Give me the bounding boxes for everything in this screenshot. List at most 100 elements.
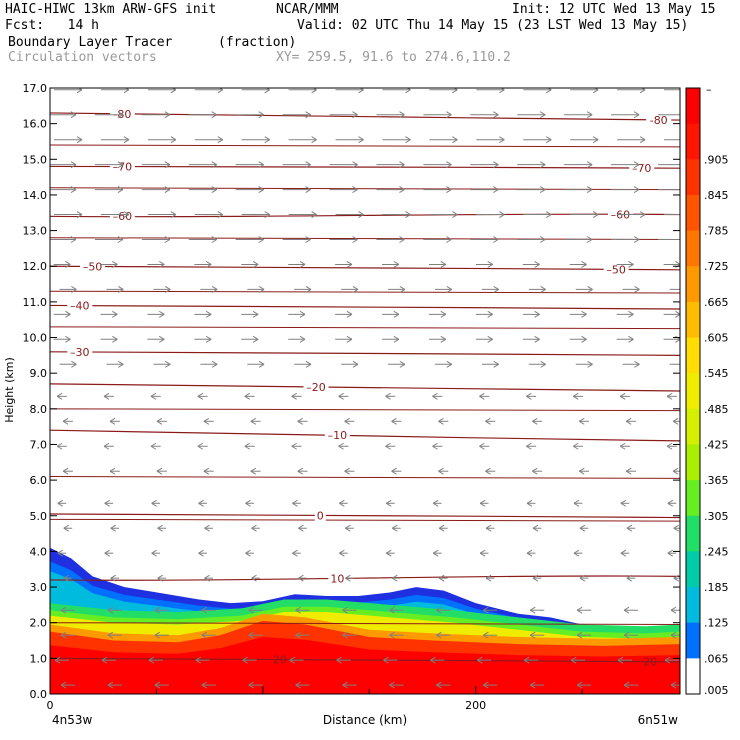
wind-vector (110, 574, 120, 582)
wind-vector (391, 467, 402, 475)
wind-vector (344, 417, 355, 425)
wind-vector (292, 549, 301, 557)
wind-vector (107, 606, 122, 614)
wind-vector (100, 211, 130, 218)
wind-vector (619, 392, 630, 400)
colorbar-swatch (686, 515, 700, 552)
wind-vector (376, 236, 405, 243)
wind-vector (477, 656, 492, 664)
contour-line (50, 513, 680, 519)
wind-vector (157, 574, 167, 582)
wind-vector (107, 631, 122, 639)
contour-line (50, 144, 680, 148)
wind-vector (579, 524, 589, 532)
temperature-contours: -80 -80–70 –70–60 –60–50 –50–40–30–20–100102… (50, 107, 680, 669)
wind-vector (528, 285, 546, 293)
wind-vector (147, 335, 165, 343)
wind-vector (201, 681, 216, 689)
wind-vector (106, 285, 124, 293)
wind-vector (617, 136, 646, 144)
axes: 0.0 1.0 2.0 3.0 4.0 5.0 6.0 7.0 8.0 9.0 10.0 11.0 12… (23, 82, 681, 712)
colorbar-label: .665 (704, 296, 729, 309)
wind-vector (438, 574, 448, 582)
wind-vector (150, 442, 161, 450)
wind-vector (338, 442, 349, 450)
wind-vector (470, 186, 499, 194)
wind-vector (622, 360, 640, 368)
wind-vector (100, 335, 118, 343)
wind-vector (141, 161, 171, 169)
valid-time: Valid: 02 UTC Thu 14 May 15 (23 LST Wed … (297, 18, 689, 33)
contour-line (50, 351, 680, 356)
wind-vector (423, 236, 452, 243)
wind-vector (532, 467, 543, 475)
wind-vector (54, 136, 83, 144)
wind-vector (201, 631, 216, 639)
x-endpoint-right: 6n51w (638, 713, 679, 727)
wind-vector (188, 236, 218, 243)
wind-vector (483, 606, 498, 614)
wind-vector (663, 310, 680, 318)
wind-vector (475, 310, 493, 318)
contour-line (50, 518, 680, 522)
wind-vector (620, 499, 630, 507)
wind-vector (481, 360, 499, 368)
wind-vector (62, 417, 73, 425)
wind-vector (626, 524, 636, 532)
colorbar-swatch (686, 194, 700, 232)
wind-vector (295, 606, 310, 614)
wind-vector (104, 549, 114, 557)
wind-vector (392, 574, 401, 582)
wind-vector (54, 211, 83, 218)
wind-vector (198, 549, 207, 557)
wind-vector (573, 549, 583, 557)
wind-vector (669, 363, 680, 365)
wind-vector (672, 417, 680, 425)
wind-vector (436, 681, 451, 689)
contour-line (50, 429, 680, 442)
colorbar: – .905 .845 .785 .725 .665 .605 .545 .485 .425 .36… (685, 83, 729, 697)
wind-vector (56, 392, 67, 400)
contour-line (50, 112, 680, 121)
wind-vector (526, 549, 536, 557)
wind-vector (288, 310, 306, 318)
y-tick-label: 10.0 (23, 332, 48, 345)
wind-vector (423, 186, 452, 194)
wind-vector (666, 442, 677, 450)
wind-vector (429, 211, 458, 218)
wind-vector (432, 499, 442, 507)
wind-vector (147, 136, 177, 144)
wind-vector (245, 499, 254, 507)
wind-vector (658, 239, 680, 240)
contour-line (50, 575, 680, 581)
wind-vector (576, 681, 592, 689)
contour-label: –70 (632, 162, 652, 175)
wind-vector (578, 417, 590, 425)
contour-line (50, 408, 680, 412)
wind-vector (345, 524, 354, 532)
colorbar-swatch (686, 622, 700, 659)
wind-vector (60, 606, 75, 614)
wind-vector (188, 111, 218, 119)
contour-label: –50 (606, 263, 626, 276)
wind-vector (100, 310, 118, 318)
wind-vector (434, 285, 453, 293)
colorbar-label: .485 (704, 403, 729, 416)
wind-vector (564, 186, 593, 194)
wind-vector (241, 310, 259, 318)
wind-vector (282, 236, 311, 243)
wind-vector (204, 574, 213, 582)
wind-vector (245, 549, 254, 557)
contour-line (50, 265, 680, 271)
wind-vector (289, 656, 304, 664)
y-tick-label: 15.0 (23, 153, 48, 166)
wind-vector (60, 681, 75, 689)
wind-vector (573, 499, 583, 507)
y-tick-label: 14.0 (23, 189, 48, 202)
colorbar-swatch (686, 551, 700, 588)
wind-vector (392, 524, 401, 532)
wind-vector (248, 606, 263, 614)
wind-vector (338, 392, 349, 400)
field-units: (fraction) (218, 35, 297, 50)
wind-vector (100, 136, 130, 144)
